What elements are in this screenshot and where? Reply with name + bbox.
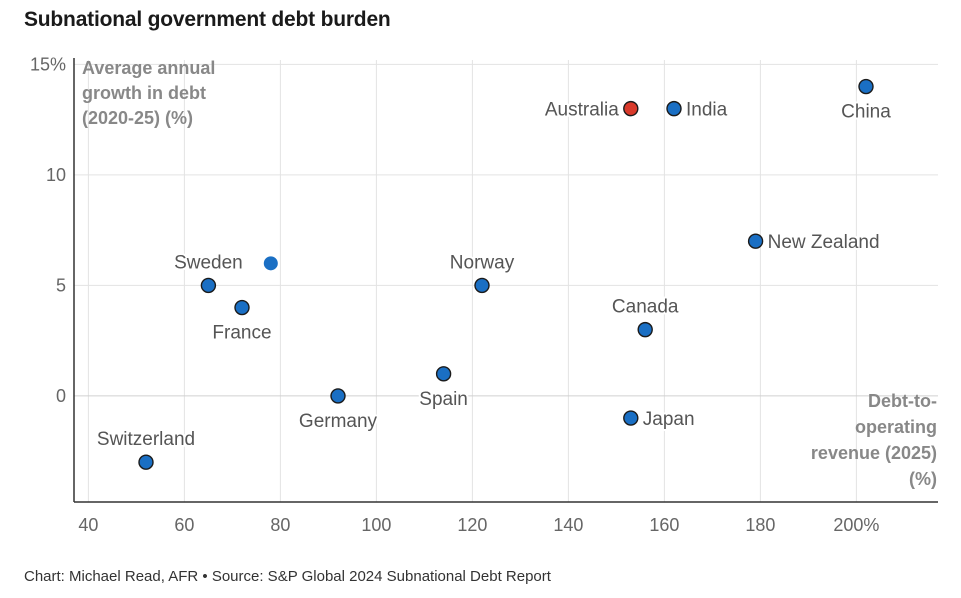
data-point-germany <box>330 388 346 404</box>
y-tick-label: 10 <box>46 165 66 185</box>
point-label: New Zealand <box>768 232 880 253</box>
x-axis-title: Debt-to- <box>868 391 937 411</box>
point-label: China <box>841 102 891 123</box>
y-tick-label: 5 <box>56 275 66 295</box>
x-tick-label: 140 <box>553 515 583 535</box>
data-point-canada <box>637 321 653 338</box>
point-label: Norway <box>450 252 515 273</box>
point-label: Sweden <box>174 252 243 273</box>
x-axis-title: (%) <box>909 469 937 489</box>
data-point-australia <box>623 100 639 117</box>
point-label: Japan <box>643 409 695 430</box>
x-tick-label: 120 <box>457 515 487 535</box>
data-point-spain <box>435 366 452 382</box>
point-label: Switzerland <box>97 429 195 450</box>
y-tick-label: 0 <box>56 386 66 406</box>
data-point-norway <box>474 277 490 294</box>
x-tick-label: 80 <box>270 515 290 535</box>
point-label: France <box>212 323 271 344</box>
data-point-unlabeled <box>263 256 278 271</box>
x-tick-label: 160 <box>649 515 679 535</box>
point-label: Canada <box>612 297 679 318</box>
x-axis-title: revenue (2025) <box>811 443 937 463</box>
chart-title: Subnational government debt burden <box>24 8 391 31</box>
point-label: Spain <box>419 389 468 410</box>
data-point-india <box>666 100 682 117</box>
data-point-new-zealand <box>747 233 764 249</box>
data-point-france <box>234 299 250 316</box>
x-axis-title: operating <box>855 417 937 437</box>
data-point-china <box>858 78 874 95</box>
x-tick-label: 180 <box>745 515 775 535</box>
data-point-japan <box>623 410 639 426</box>
x-tick-label: 60 <box>174 515 194 535</box>
point-label: India <box>686 100 728 121</box>
y-axis-title: growth in debt <box>82 83 206 103</box>
x-tick-label: 40 <box>78 515 98 535</box>
point-label: Germany <box>299 411 378 432</box>
data-point-switzerland <box>138 454 154 470</box>
y-axis-title: (2020-25) (%) <box>82 108 193 128</box>
chart-source-footer: Chart: Michael Read, AFR • Source: S&P G… <box>24 568 551 585</box>
y-axis-title: Average annual <box>82 58 215 78</box>
y-tick-label: 15% <box>30 54 66 74</box>
data-point-sweden <box>200 277 217 294</box>
point-label: Australia <box>545 100 619 121</box>
x-tick-label: 200% <box>833 515 879 535</box>
x-tick-label: 100 <box>361 515 391 535</box>
